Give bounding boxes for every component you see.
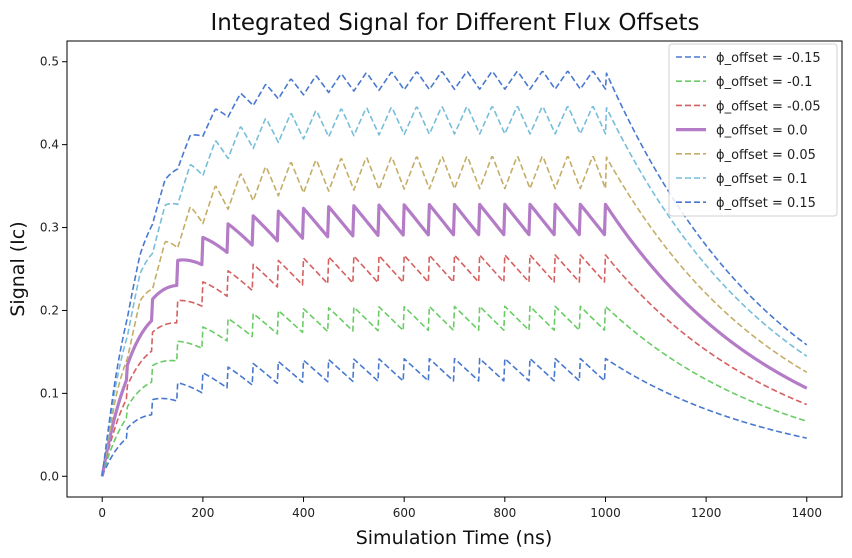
x-tick-label: 400: [292, 506, 315, 520]
legend-label-3: ϕ_offset = 0.0: [716, 124, 808, 139]
legend-label-1: ϕ_offset = -0.1: [716, 75, 812, 90]
x-tick-label: 200: [191, 506, 214, 520]
series-line-6: [101, 70, 808, 477]
series-line-1: [101, 305, 808, 477]
y-tick-label: 0.1: [40, 386, 59, 400]
y-tick-label: 0.0: [40, 469, 59, 483]
y-tick-label: 0.3: [40, 221, 59, 235]
chart-title: Integrated Signal for Different Flux Off…: [211, 10, 700, 36]
x-tick-label: 1000: [590, 506, 621, 520]
y-tick-label: 0.4: [40, 138, 59, 152]
series-line-0: [101, 357, 807, 477]
x-tick-label: 1200: [691, 506, 722, 520]
legend-label-2: ϕ_offset = -0.05: [716, 99, 821, 114]
x-axis-label: Simulation Time (ns): [356, 527, 553, 549]
y-axis: 0.0 0.1 0.2 0.3 0.4 0.5: [40, 55, 67, 483]
legend-label-0: ϕ_offset = -0.15: [716, 51, 821, 66]
y-axis-label: Signal (Ic): [7, 221, 29, 316]
x-tick-label: 600: [393, 506, 416, 520]
y-tick-label: 0.2: [40, 303, 59, 317]
x-axis: 0 200 400 600 800 1000 1200 1400: [98, 497, 822, 520]
legend: ϕ_offset = -0.15 ϕ_offset = -0.1 ϕ_offset …: [668, 43, 838, 217]
x-tick-label: 800: [493, 506, 516, 520]
plot-series: [100, 70, 808, 477]
series-line-4: [101, 155, 808, 477]
legend-label-4: ϕ_offset = 0.05: [716, 148, 816, 163]
series-line-2: [101, 254, 808, 477]
legend-label-6: ϕ_offset = 0.15: [716, 196, 816, 211]
series-line-3: [100, 202, 808, 477]
x-tick-label: 0: [98, 506, 106, 520]
x-tick-label: 1400: [791, 506, 822, 520]
y-tick-label: 0.5: [40, 55, 59, 69]
legend-label-5: ϕ_offset = 0.1: [716, 172, 808, 187]
series-line-5: [101, 106, 808, 477]
plot-frame: [66, 40, 843, 498]
legend-box: [668, 43, 838, 217]
